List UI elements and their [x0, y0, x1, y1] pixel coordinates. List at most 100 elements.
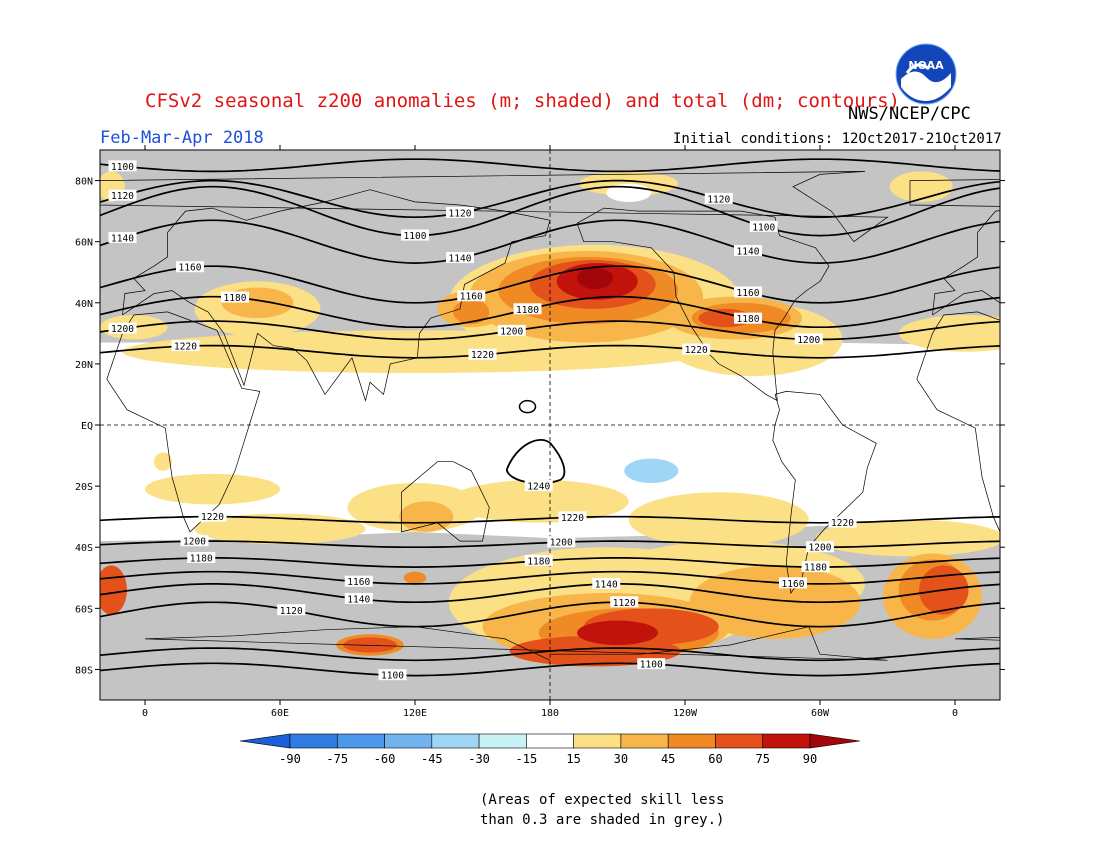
contour-label-bg [180, 535, 209, 547]
contour-line [518, 399, 537, 414]
contour-label: 1180 [516, 305, 539, 316]
contour-label: 1120 [707, 194, 730, 205]
contour-label-bg [468, 348, 497, 360]
contour-line [100, 158, 1000, 173]
coastline [401, 461, 490, 542]
contour-label-bg [108, 160, 137, 172]
contour-label: 1120 [613, 598, 636, 609]
contour-label: 1200 [111, 324, 134, 335]
colorbar-label: 75 [756, 752, 770, 766]
contour-label: 1220 [201, 512, 224, 523]
lon-tick-label: 0 [952, 708, 958, 719]
colorbar-label: 15 [566, 752, 580, 766]
lat-tick-label: 80S [75, 665, 93, 676]
colorbar-label: 60 [708, 752, 722, 766]
contour-label: 1220 [685, 345, 708, 356]
colorbar-label: -15 [516, 752, 538, 766]
contour-label: 1200 [550, 538, 573, 549]
contour-label-bg [704, 192, 733, 204]
colorbar-swatch [478, 733, 527, 749]
colorbar-label: 45 [661, 752, 675, 766]
colorbar-swatch [384, 733, 433, 749]
contour-label-bg [497, 324, 526, 336]
colorbar-swatch [573, 733, 622, 749]
agency-label: NWS/NCEP/CPC [848, 104, 971, 124]
contour-label-bg [734, 286, 762, 298]
contour-line [100, 219, 1000, 264]
contour-label-bg [221, 291, 249, 303]
anomaly-blob [343, 637, 397, 653]
coastline [932, 210, 1000, 316]
svg-text:NOAA: NOAA [908, 59, 944, 72]
anomaly-blob [898, 315, 1000, 352]
colorbar-arrow-right [809, 733, 861, 749]
contour-label-bg [547, 536, 576, 548]
colorbar-label: -30 [468, 752, 490, 766]
anomaly-blob [145, 473, 280, 505]
anomaly-blob [577, 267, 613, 290]
contour-label: 1100 [111, 162, 134, 173]
contour-label: 1140 [111, 233, 134, 244]
contour-label: 1180 [224, 293, 247, 304]
map-plot-area: 1100 1100 1100 1100 1100 1120 1120 1120 1140 1140… [100, 150, 1000, 700]
contour-label: 1220 [831, 518, 854, 529]
contour-label-bg [277, 604, 306, 616]
lon-tick-label: 60E [271, 708, 289, 719]
chart-title: CFSv2 seasonal z200 anomalies (m; shaded… [145, 90, 900, 112]
contour-label: 1200 [809, 543, 832, 554]
colorbar-label: -45 [421, 752, 443, 766]
contour-label-bg [524, 480, 553, 492]
contour-label-bg [749, 220, 778, 232]
contour-label: 1100 [640, 660, 663, 671]
contour-label: 1200 [183, 537, 206, 548]
anomaly-blob [399, 501, 454, 532]
contour-label: 1180 [804, 563, 827, 574]
contour-label: 1160 [737, 288, 760, 299]
contour-label-bg [779, 577, 807, 589]
contour-label: 1120 [111, 191, 134, 202]
anomaly-blob [577, 620, 658, 645]
colorbar-label: 30 [614, 752, 628, 766]
contour-label: 1160 [782, 579, 805, 590]
contour-label-bg [801, 561, 830, 573]
lat-tick-label: 20S [75, 482, 93, 493]
contour-label: 1140 [347, 594, 370, 605]
contour-line [100, 344, 1000, 359]
colorbar-arrow-left [239, 733, 291, 749]
contour-line [100, 647, 1000, 662]
contour-label-bg [344, 575, 373, 587]
contour-label-bg [828, 516, 857, 528]
contour-label-bg [108, 231, 137, 243]
contour-label: 1220 [174, 342, 197, 353]
lon-tick-label: 120E [403, 708, 427, 719]
contour-label: 1220 [471, 350, 494, 361]
colorbar-swatch [762, 733, 811, 749]
contour-label: 1180 [527, 556, 550, 567]
contour-label-bg [806, 541, 834, 553]
contour-label-bg [108, 189, 137, 201]
skill-note-line-2: than 0.3 are shaded in grey.) [480, 812, 725, 828]
anomaly-blob [453, 299, 490, 325]
anomaly-blob [154, 452, 172, 471]
colorbar-swatch [715, 733, 764, 749]
contour-label-bg [401, 229, 429, 241]
contour-label-bg [198, 510, 227, 522]
coastline [916, 311, 1000, 533]
contour-line [100, 179, 1000, 219]
colorbar-label: 90 [803, 752, 817, 766]
contour-label: 1140 [737, 247, 760, 258]
contour-label: 1140 [595, 580, 618, 591]
lat-tick-label: EQ [81, 421, 93, 432]
contour-label: 1120 [449, 208, 472, 219]
colorbar-swatch [667, 733, 716, 749]
lat-tick-label: 60S [75, 604, 93, 615]
coastline [106, 311, 261, 533]
coastline [100, 171, 889, 242]
coastline [144, 626, 888, 661]
colorbar-swatch [526, 733, 574, 749]
contour-line [100, 662, 1000, 677]
contour-label: 1240 [527, 482, 550, 493]
contour-label: 1180 [737, 314, 760, 325]
contour-label-bg [558, 511, 587, 523]
